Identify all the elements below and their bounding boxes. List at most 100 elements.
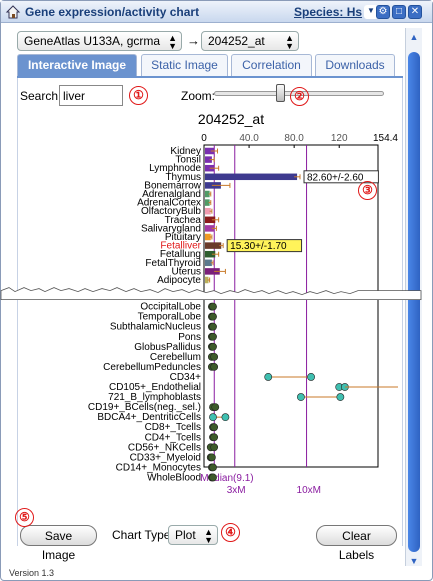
data-point[interactable]	[210, 352, 219, 361]
tab-label: Downloads	[325, 58, 385, 72]
data-point[interactable]	[210, 443, 219, 452]
select-arrows-icon: ▲ ▼	[204, 527, 213, 545]
category-label: Pituitary	[165, 232, 201, 243]
titlebar: Gene expression/activity chart Species: …	[1, 1, 432, 23]
bar[interactable]	[205, 276, 209, 284]
data-point[interactable]	[209, 302, 217, 311]
category-label: Kidney	[170, 146, 201, 157]
species-dropdown-icon[interactable]: ▼	[364, 5, 378, 19]
tab-label: Interactive Image	[27, 58, 127, 72]
data-point[interactable]	[210, 362, 219, 371]
probe-select-value: 204252_at	[208, 34, 265, 48]
callout-2: ②	[290, 87, 309, 106]
category-label: Tonsil	[175, 155, 201, 166]
callout-3: ③	[358, 181, 377, 200]
bar[interactable]	[205, 207, 211, 215]
data-point[interactable]	[209, 342, 217, 351]
data-point[interactable]	[307, 373, 315, 381]
data-point[interactable]	[297, 393, 305, 401]
category-label: CD19+_BCells(neg._sel.)	[88, 402, 201, 413]
arrow-glyph: →	[187, 33, 200, 48]
value-label-box	[226, 239, 303, 253]
bar[interactable]	[205, 225, 215, 232]
save-image-button[interactable]: Save Image	[20, 525, 97, 562]
data-point[interactable]	[336, 393, 345, 401]
reference-label-3xm: 3xM	[227, 485, 246, 496]
data-point[interactable]	[209, 413, 217, 422]
value-label-box	[303, 170, 379, 184]
bar[interactable]	[205, 164, 215, 172]
search-input[interactable]	[59, 85, 123, 106]
data-point[interactable]	[211, 403, 220, 411]
scroll-up-arrow-icon[interactable]: ▲	[409, 32, 419, 42]
tab-label: Correlation	[242, 58, 301, 72]
probe-select[interactable]: 204252_at ▲ ▼	[201, 31, 299, 51]
bar[interactable]	[205, 233, 211, 241]
data-point[interactable]	[209, 312, 217, 321]
category-label: OlfactoryBulb	[141, 206, 201, 217]
bar[interactable]	[205, 173, 298, 181]
data-point[interactable]	[264, 373, 273, 381]
category-label: BDCA4+_DentriticCells	[97, 412, 201, 423]
axis-tick-label: 80.0	[284, 133, 304, 144]
category-label: Thymus	[165, 172, 201, 183]
search-label: Search:	[20, 89, 62, 103]
bar[interactable]	[205, 190, 210, 198]
category-label: CD8+_Tcells	[145, 422, 201, 433]
expression-chart[interactable]: 204252_at 0 40.0 80.0 120 154.4 Median(9.1)3x…	[0, 109, 422, 497]
page-break-tear	[0, 287, 422, 300]
category-label: CD34+	[170, 372, 202, 383]
data-point[interactable]	[221, 413, 230, 422]
category-label: Uterus	[172, 266, 201, 277]
tab-interactive-image[interactable]: Interactive Image	[17, 54, 137, 76]
species-link[interactable]: Species: Hs	[294, 5, 363, 19]
data-point[interactable]	[209, 463, 217, 472]
data-point[interactable]	[209, 473, 217, 482]
category-label: GlobusPallidus	[134, 342, 201, 353]
reference-label-10xm: 10xM	[297, 485, 321, 496]
value-label: 82.60+/-2.60	[307, 172, 364, 183]
data-point[interactable]	[210, 433, 219, 442]
category-label: CD4+_Tcells	[145, 432, 201, 443]
category-label: CD56+_NKCells	[128, 442, 201, 453]
version-label: Version 1.3	[9, 568, 55, 578]
bar[interactable]	[205, 250, 216, 258]
select-arrows-icon: ▲ ▼	[285, 33, 294, 51]
tab-underline	[17, 76, 403, 78]
close-icon[interactable]: ✕	[408, 5, 422, 19]
bar[interactable]	[205, 147, 215, 155]
tab-static-image[interactable]: Static Image	[141, 54, 228, 76]
bar[interactable]	[205, 199, 210, 206]
scrollbar-thumb[interactable]	[408, 52, 420, 552]
scroll-down-arrow-icon[interactable]: ▼	[409, 556, 419, 566]
bar[interactable]	[205, 216, 216, 224]
tab-downloads[interactable]: Downloads	[315, 54, 395, 76]
tab-label: Static Image	[151, 58, 218, 72]
axis-tick-label: 120	[331, 133, 348, 144]
maximize-icon[interactable]: □	[392, 5, 406, 19]
data-point[interactable]	[209, 322, 217, 331]
settings-gear-icon[interactable]: ⚙	[376, 5, 390, 19]
bar[interactable]	[205, 156, 212, 163]
zoom-slider-handle[interactable]	[276, 84, 285, 102]
bar[interactable]	[205, 268, 220, 275]
chart-title: 204252_at	[198, 111, 264, 127]
data-point[interactable]	[209, 332, 217, 341]
clear-labels-button[interactable]: Clear Labels	[316, 525, 397, 562]
bar[interactable]	[205, 259, 212, 267]
category-label: FetalThyroid	[145, 258, 201, 269]
tab-correlation[interactable]: Correlation	[231, 54, 312, 76]
home-icon[interactable]	[5, 4, 21, 20]
chart-type-select[interactable]: Plot ▲ ▼	[168, 525, 218, 545]
category-label: Bonemarrow	[144, 180, 201, 191]
category-label: Salivarygland	[141, 223, 201, 234]
category-label: Lymphnode	[149, 163, 201, 174]
bar[interactable]	[205, 242, 222, 249]
dataset-select[interactable]: GeneAtlas U133A, gcrma ▲ ▼	[17, 31, 182, 51]
chart-type-value: Plot	[175, 528, 196, 542]
data-point[interactable]	[210, 423, 219, 432]
data-point[interactable]	[207, 453, 216, 462]
dataset-select-value: GeneAtlas U133A, gcrma	[24, 34, 161, 48]
category-label: CD33+_Myeloid	[130, 452, 201, 463]
axis-tick-label: 40.0	[239, 133, 259, 144]
